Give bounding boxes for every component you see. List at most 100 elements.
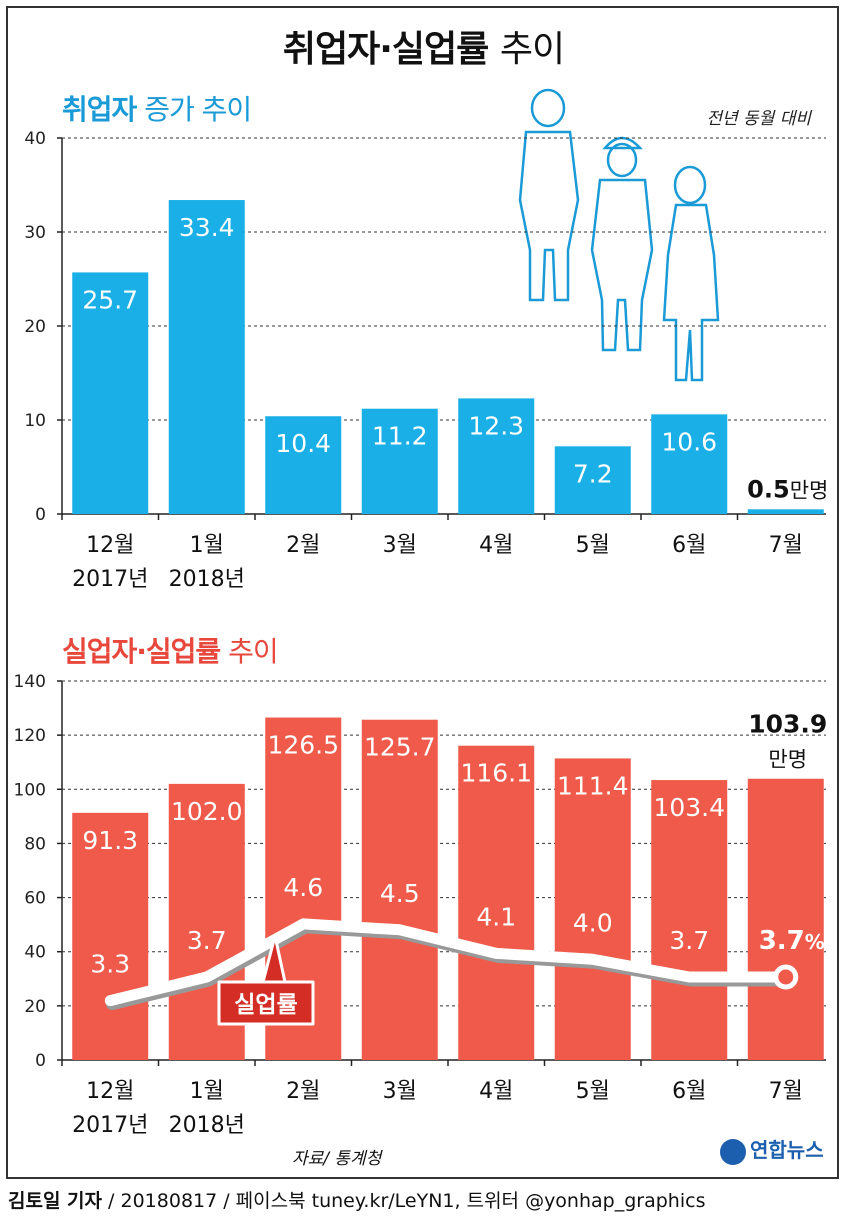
y-tick-label: 40 — [24, 943, 46, 963]
bar-value-label: 103.4 — [653, 793, 725, 822]
comparison-note: 전년 동월 대비 — [706, 109, 811, 129]
x-tick-label-year: 2018년 — [169, 1113, 245, 1138]
bar-value-label: 12.3 — [468, 411, 524, 440]
rate-line — [104, 918, 792, 1007]
employment-subtitle-light: 증가 추이 — [144, 93, 252, 126]
bar-value-label: 111.4 — [557, 771, 629, 800]
publisher-logo: 연합뉴스 — [720, 1134, 824, 1165]
page-title: 취업자·실업률 추이 — [0, 20, 847, 72]
bar — [554, 446, 631, 514]
bar — [72, 272, 149, 514]
rate-value-label: 4.5 — [380, 879, 420, 908]
y-tick-label: 140 — [14, 672, 46, 692]
y-tick-label: 40 — [24, 129, 46, 149]
bar — [72, 812, 149, 1060]
x-tick-label-month: 2월 — [286, 1079, 320, 1104]
rate-value-label: 4.0 — [573, 908, 613, 937]
bar-value-label: 33.4 — [179, 213, 235, 242]
bar — [361, 408, 438, 514]
credit-footer: 김토일 기자 / 20180817 / 페이스북 tuney.kr/LeYN1,… — [8, 1186, 705, 1213]
bar — [747, 509, 824, 514]
rate-value-label: 4.6 — [283, 873, 323, 902]
y-tick-label: 60 — [24, 889, 46, 909]
unemployment-subtitle: 실업자·실업률 추이 — [62, 630, 279, 670]
rate-last-value-label: 3.7% — [759, 926, 825, 956]
bar-value-label: 125.7 — [364, 733, 436, 762]
employment-subtitle-bold: 취업자 — [62, 93, 137, 126]
rate-value-label: 4.1 — [476, 902, 516, 931]
rate-value-label: 3.7 — [669, 926, 709, 955]
bar — [747, 778, 824, 1060]
y-tick-label: 20 — [24, 317, 46, 337]
y-tick-label: 100 — [14, 780, 46, 800]
worker-figures-illustration — [518, 88, 720, 382]
rate-callout-box — [217, 934, 315, 1026]
bar-value-label: 11.2 — [372, 422, 428, 451]
bar — [361, 719, 438, 1060]
bar — [168, 200, 245, 515]
x-tick-label-month: 3월 — [383, 1079, 417, 1104]
unemployment-subtitle-light: 추이 — [228, 635, 279, 668]
x-tick-label-month: 6월 — [672, 533, 706, 558]
bar-value-label: 10.6 — [661, 427, 717, 456]
woman-figure-icon — [662, 165, 720, 382]
x-tick-label-year: 2018년 — [169, 567, 245, 592]
rate-value-label: 3.7 — [187, 926, 227, 955]
worker-figure-icon — [590, 136, 654, 352]
last-value-number: 0.5 — [747, 475, 790, 503]
title-light: 추이 — [499, 29, 565, 70]
x-tick-label-month: 7월 — [769, 1079, 803, 1104]
x-tick-label-month: 1월 — [190, 1079, 224, 1104]
y-tick-label: 120 — [14, 726, 46, 746]
y-tick-label: 20 — [24, 997, 46, 1017]
bar — [554, 758, 631, 1060]
footer-rest: / 20180817 / 페이스북 tuney.kr/LeYN1, 트위터 @y… — [102, 1190, 706, 1212]
y-tick-label: 0 — [35, 1051, 46, 1071]
data-source: 자료/ 통계청 — [292, 1149, 382, 1169]
x-tick-label-month: 5월 — [576, 1079, 610, 1104]
rate-callout-label: 실업률 — [234, 992, 297, 1018]
y-tick-label: 10 — [24, 411, 46, 431]
x-tick-label-month: 5월 — [576, 533, 610, 558]
x-tick-label-year: 2017년 — [72, 1113, 148, 1138]
bar-value-label: 25.7 — [82, 285, 138, 314]
x-tick-label-month: 12월 — [86, 533, 134, 558]
x-tick-label-month: 7월 — [769, 533, 803, 558]
employment-subtitle: 취업자 증가 추이 — [62, 88, 252, 128]
last-bar-value-label: 103.9 — [748, 710, 827, 739]
footer-author: 김토일 기자 — [8, 1190, 103, 1212]
x-tick-label-month: 4월 — [479, 1079, 513, 1104]
bar — [458, 745, 535, 1060]
bar-value-label: 116.1 — [460, 759, 532, 788]
rate-last-number: 3.7 — [759, 926, 805, 956]
y-tick-label: 30 — [24, 223, 46, 243]
bar — [458, 398, 535, 514]
last-value-unit: 만명 — [790, 478, 829, 502]
x-tick-label-month: 3월 — [383, 533, 417, 558]
rate-end-marker — [773, 964, 799, 990]
bar — [265, 416, 342, 514]
x-tick-label-month: 12월 — [86, 1079, 134, 1104]
unemployment-subtitle-bold: 실업자·실업률 — [62, 635, 221, 668]
rate-value-label: 3.3 — [90, 950, 130, 979]
man-figure-icon — [518, 88, 580, 302]
bar-value-label: 126.5 — [267, 731, 339, 760]
x-tick-label-month: 1월 — [190, 533, 224, 558]
y-tick-label: 80 — [24, 834, 46, 854]
title-bold: 취업자·실업률 — [282, 29, 489, 70]
bar — [651, 780, 728, 1060]
bar — [651, 414, 728, 514]
unemployment-chart: 0 20 40 60 80 100 120 140 12월 2017년 1월 2018년 2월 3월 4월 5… — [14, 672, 828, 1138]
logo-text: 연합뉴스 — [750, 1138, 824, 1162]
bar-value-label: 102.0 — [171, 797, 243, 826]
bar-value-label: 91.3 — [82, 826, 138, 855]
x-tick-label-month: 2월 — [286, 533, 320, 558]
last-bar-value-unit: 만명 — [768, 748, 807, 772]
x-tick-label-year: 2017년 — [72, 567, 148, 592]
y-tick-label: 0 — [35, 505, 46, 525]
yonhap-logo-icon — [720, 1138, 746, 1165]
last-bar-value-label: 0.5만명 — [747, 475, 828, 503]
bar-value-label: 7.2 — [573, 459, 613, 488]
bar-value-label: 10.4 — [275, 429, 331, 458]
